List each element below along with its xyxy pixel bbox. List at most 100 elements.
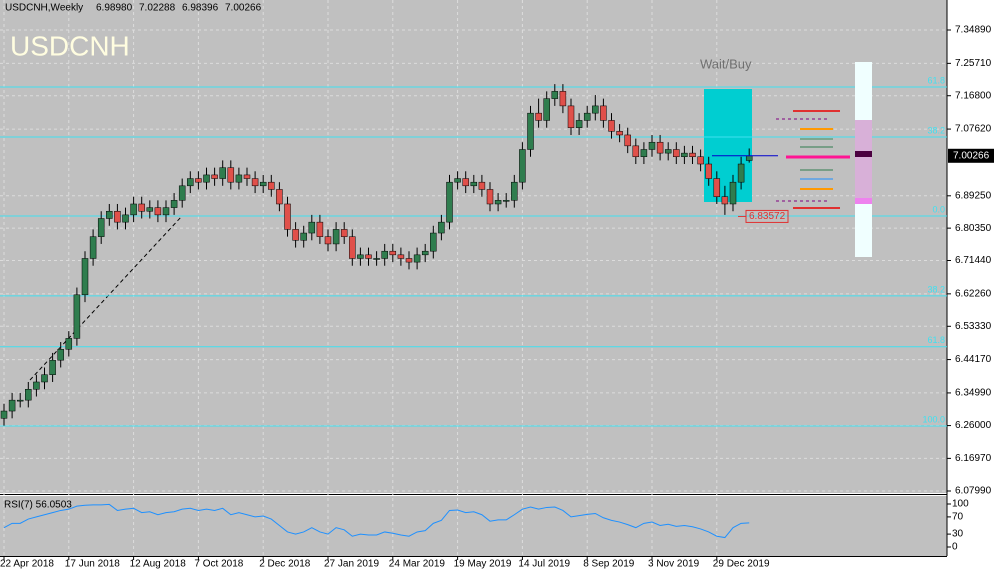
candle-body bbox=[478, 181, 486, 190]
trend-line bbox=[29, 215, 183, 381]
candle-body bbox=[543, 98, 550, 121]
rsi-tick-label: 30 bbox=[952, 529, 964, 540]
header-low: 6.98396 bbox=[182, 3, 219, 14]
candle-body bbox=[430, 232, 437, 252]
candle-body bbox=[57, 349, 64, 361]
x-tick-label: 2 Dec 2018 bbox=[259, 559, 311, 570]
signal-label: Wait/Buy bbox=[700, 56, 752, 71]
candle-body bbox=[600, 105, 607, 121]
y-tick-label: 6.16970 bbox=[955, 453, 992, 464]
candle-body bbox=[681, 152, 688, 158]
candle-body bbox=[8, 399, 16, 412]
candle-body bbox=[737, 163, 745, 183]
candle-body bbox=[146, 207, 154, 212]
range-bar-mark bbox=[855, 198, 872, 204]
candle-body bbox=[559, 91, 567, 107]
candle-body bbox=[316, 221, 324, 237]
candle-body bbox=[470, 181, 478, 187]
x-tick-label: 27 Jan 2019 bbox=[324, 559, 379, 570]
y-tick-label: 6.80350 bbox=[955, 223, 992, 234]
y-tick-label: 6.62260 bbox=[955, 288, 992, 299]
candle-body bbox=[130, 203, 137, 216]
candle-body bbox=[349, 236, 356, 259]
candle-body bbox=[243, 174, 251, 179]
fib-label: 0.0 bbox=[932, 204, 945, 214]
candle-body bbox=[413, 254, 421, 263]
x-tick-label: 29 Dec 2019 bbox=[713, 559, 770, 570]
y-tick-label: 6.71440 bbox=[955, 255, 992, 266]
candle-body bbox=[632, 145, 640, 158]
candle-body bbox=[162, 207, 170, 216]
candle-body bbox=[308, 221, 316, 234]
candle-body bbox=[324, 236, 332, 245]
rsi-tick-label: 100 bbox=[952, 499, 969, 510]
candle-body bbox=[268, 181, 275, 190]
candle-body bbox=[33, 381, 40, 390]
candle-body bbox=[25, 388, 32, 401]
candle-body bbox=[421, 250, 429, 256]
range-bar-mark bbox=[855, 151, 872, 157]
candle-body bbox=[365, 254, 372, 259]
candle-body bbox=[608, 120, 615, 132]
candle-body bbox=[357, 254, 364, 259]
rsi-tick-label: 70 bbox=[952, 512, 964, 523]
candle-body bbox=[486, 189, 494, 205]
x-tick-label: 8 Sep 2019 bbox=[583, 559, 635, 570]
y-tick-label: 7.07620 bbox=[955, 124, 992, 135]
x-tick-label: 17 Jun 2018 bbox=[65, 559, 120, 570]
candle-body bbox=[276, 189, 283, 205]
candle-body bbox=[373, 258, 380, 260]
rsi-tick-label: 0 bbox=[952, 542, 958, 553]
candle-body bbox=[219, 167, 226, 179]
current-price-label: 7.00266 bbox=[953, 150, 990, 161]
signal-box bbox=[704, 89, 752, 202]
rsi-label: RSI(7) 56.0503 bbox=[4, 500, 72, 511]
candle-body bbox=[527, 112, 534, 150]
candle-body bbox=[106, 210, 113, 219]
candle-body bbox=[195, 178, 202, 183]
price-panel bbox=[0, 0, 947, 493]
candle-body bbox=[616, 131, 623, 136]
x-tick-label: 3 Nov 2019 bbox=[648, 559, 700, 570]
candle-body bbox=[389, 250, 397, 256]
candle-body bbox=[519, 149, 526, 183]
y-tick-label: 6.44170 bbox=[955, 354, 992, 365]
x-tick-label: 22 Apr 2018 bbox=[0, 559, 54, 570]
candle-body bbox=[300, 232, 307, 241]
candle-body bbox=[705, 163, 712, 179]
candle-body bbox=[664, 149, 672, 154]
candle-body bbox=[49, 359, 56, 375]
candle-body bbox=[170, 200, 178, 208]
y-tick-label: 6.53330 bbox=[955, 321, 992, 332]
candle-body bbox=[454, 178, 461, 183]
candle-body bbox=[713, 178, 721, 197]
x-tick-label: 24 Mar 2019 bbox=[389, 559, 446, 570]
candle-body bbox=[211, 174, 218, 179]
level-ladder bbox=[776, 62, 872, 257]
x-tick-label: 19 May 2019 bbox=[454, 559, 512, 570]
candle-body bbox=[583, 112, 591, 121]
candle-body bbox=[41, 374, 48, 383]
candle-body bbox=[340, 229, 348, 237]
x-tick-label: 14 Jul 2019 bbox=[518, 559, 570, 570]
header-high: 7.02288 bbox=[139, 3, 176, 14]
candle-body bbox=[89, 236, 97, 259]
candle-body bbox=[592, 105, 599, 114]
candle-body bbox=[575, 120, 583, 128]
fib-label: 38.2 bbox=[927, 284, 945, 294]
candle-body bbox=[114, 210, 121, 223]
header-close: 7.00266 bbox=[225, 3, 262, 14]
candle-body bbox=[640, 149, 648, 158]
candle-body bbox=[624, 134, 631, 147]
candle-body bbox=[203, 174, 210, 183]
candle-body bbox=[511, 181, 518, 201]
candle-body bbox=[381, 250, 388, 259]
y-tick-label: 7.34890 bbox=[955, 25, 992, 36]
fib-label: 38.2 bbox=[927, 125, 945, 135]
candle-body bbox=[697, 156, 704, 165]
marked-low-box bbox=[745, 209, 789, 223]
candle-body bbox=[97, 218, 105, 237]
candle-body bbox=[154, 207, 162, 216]
rsi-panel bbox=[0, 496, 947, 556]
